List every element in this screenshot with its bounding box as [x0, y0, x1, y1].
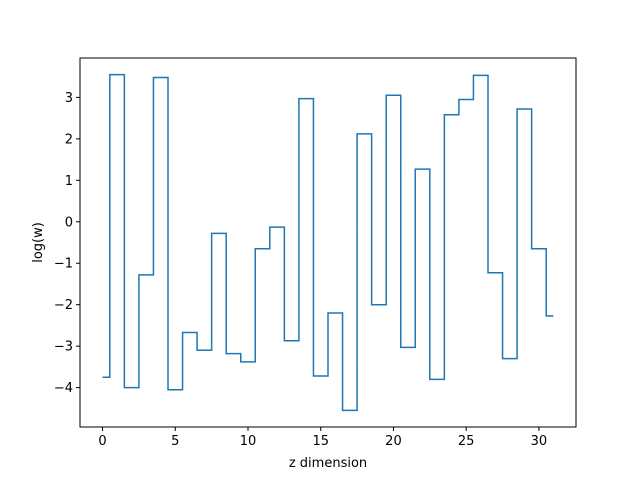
x-tick-label: 30 — [531, 434, 548, 449]
x-ticks: 0 5 10 15 20 25 30 — [98, 427, 547, 449]
y-tick-label: −4 — [54, 381, 73, 396]
x-tick-label: 15 — [312, 434, 329, 449]
x-tick-label: 0 — [98, 434, 106, 449]
y-axis-label: log(w) — [31, 222, 46, 263]
axes-layer — [79, 57, 577, 428]
series-layer — [102, 73, 554, 412]
x-axis-label: z dimension — [289, 456, 367, 471]
y-tick-label: 0 — [65, 215, 73, 230]
x-tick-label: 5 — [171, 434, 179, 449]
y-ticks: −4 −3 −2 −1 0 1 2 3 — [54, 91, 80, 396]
y-tick-label: 3 — [65, 91, 73, 106]
x-tick-label: 10 — [240, 434, 257, 449]
plot-frame — [79, 57, 577, 428]
x-tick-label: 25 — [458, 434, 475, 449]
series-line — [102, 73, 554, 412]
y-tick-label: 1 — [65, 174, 73, 189]
y-tick-label: −1 — [54, 257, 73, 272]
x-tick-label: 20 — [385, 434, 402, 449]
y-tick-label: −2 — [54, 298, 73, 313]
y-tick-label: 2 — [65, 132, 73, 147]
y-tick-label: −3 — [54, 340, 73, 355]
